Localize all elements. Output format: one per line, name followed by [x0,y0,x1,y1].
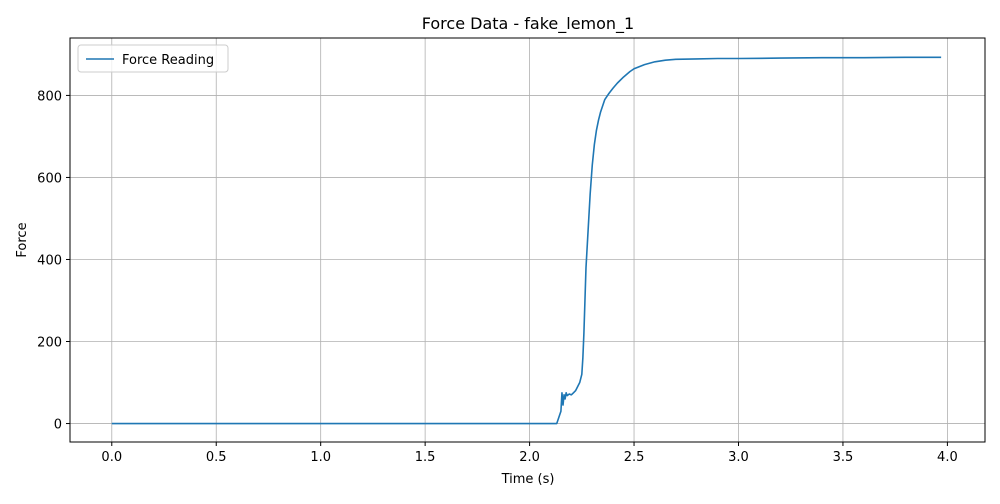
x-tick-label: 3.5 [833,450,854,465]
x-axis-label: Time (s) [501,472,555,487]
plot-lines [111,56,942,425]
axis-ticks: 0.0 0.5 1.0 1.5 2.0 2.5 3.0 3.5 4.0 0 200 400 600 800 [37,89,958,465]
x-tick-label: 1.0 [310,450,331,465]
x-tick-label: 2.0 [519,450,540,465]
legend: Force Reading [77,44,229,73]
x-tick-label: 2.5 [624,450,645,465]
plot-frame [69,37,986,443]
y-axis-label: Force [15,222,30,257]
y-tick-label: 400 [37,253,62,268]
grid [70,38,985,442]
legend-box [77,44,229,73]
y-tick-label: 200 [37,336,62,351]
y-tick-label: 600 [37,171,62,186]
x-tick-label: 4.0 [937,450,958,465]
x-tick-label: 1.5 [415,450,436,465]
y-tick-label: 0 [54,418,62,433]
x-tick-label: 0.5 [206,450,227,465]
x-tick-label: 0.0 [101,450,122,465]
series-line [111,56,942,425]
chart-title: Force Data - fake_lemon_1 [422,14,634,34]
y-tick-label: 800 [37,89,62,104]
x-tick-label: 3.0 [728,450,749,465]
legend-label: Force Reading [122,53,214,68]
